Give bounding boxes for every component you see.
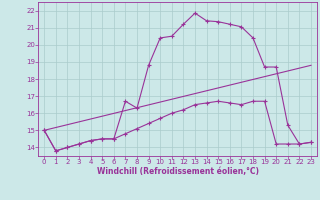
X-axis label: Windchill (Refroidissement éolien,°C): Windchill (Refroidissement éolien,°C): [97, 167, 259, 176]
